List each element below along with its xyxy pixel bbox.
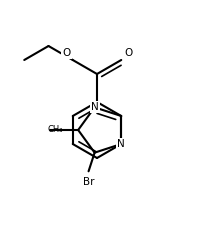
Text: N: N <box>117 139 125 149</box>
Text: O: O <box>124 48 132 58</box>
Text: N: N <box>91 102 99 112</box>
Text: CH₃: CH₃ <box>47 126 63 135</box>
Text: Br: Br <box>83 177 94 187</box>
Text: O: O <box>63 48 71 58</box>
